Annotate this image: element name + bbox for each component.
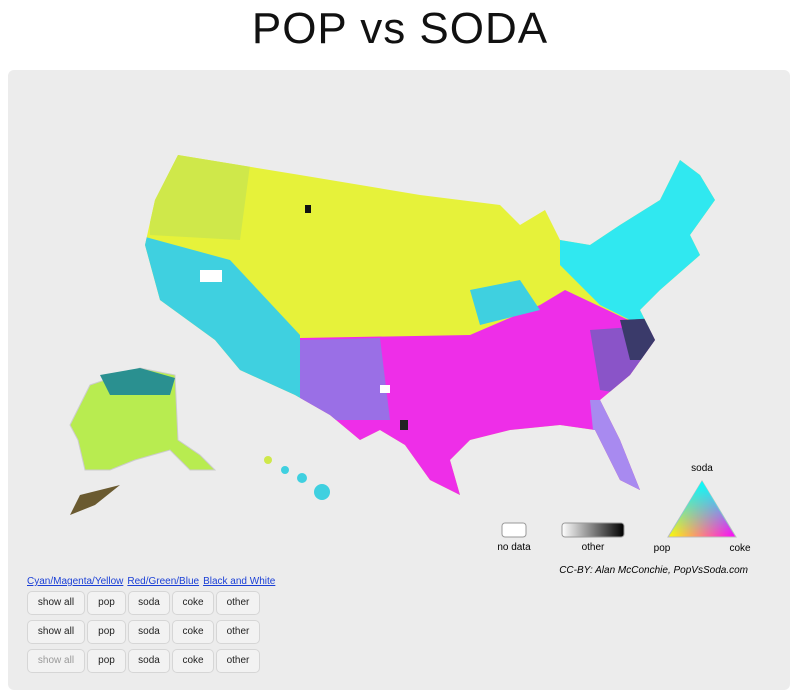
filter-button[interactable]: soda bbox=[128, 591, 170, 615]
legend-label: other bbox=[582, 542, 605, 553]
filter-button[interactable]: other bbox=[216, 649, 260, 673]
no-data-swatch bbox=[501, 522, 527, 538]
scheme-link[interactable]: Black and White bbox=[203, 576, 276, 587]
legend-label: coke bbox=[729, 543, 751, 554]
filter-button[interactable]: coke bbox=[172, 620, 214, 644]
legend-label: pop bbox=[654, 543, 671, 554]
alaska bbox=[69, 367, 217, 515]
filter-button[interactable]: show all bbox=[27, 649, 85, 673]
filter-button[interactable]: soda bbox=[128, 620, 170, 644]
filter-button[interactable]: show all bbox=[27, 591, 85, 615]
filter-button[interactable]: pop bbox=[87, 620, 126, 644]
filter-button[interactable]: other bbox=[216, 620, 260, 644]
scheme-link[interactable]: Red/Green/Blue bbox=[127, 576, 200, 587]
scheme-link[interactable]: Cyan/Magenta/Yellow bbox=[27, 576, 124, 587]
filter-button[interactable]: soda bbox=[128, 649, 170, 673]
filter-button[interactable]: pop bbox=[87, 591, 126, 615]
legend-label: no data bbox=[497, 542, 531, 553]
filter-button[interactable]: coke bbox=[172, 591, 214, 615]
other-swatch bbox=[561, 522, 625, 538]
page-title: POP vs SODA bbox=[251, 4, 549, 53]
hawaii bbox=[264, 456, 330, 500]
credit: CC-BY: Alan McConchie, PopVsSoda.com bbox=[559, 565, 748, 576]
filter-button[interactable]: show all bbox=[27, 620, 85, 644]
legend-label: soda bbox=[691, 463, 713, 474]
lower-48 bbox=[145, 155, 715, 495]
filter-button[interactable]: pop bbox=[87, 649, 126, 673]
filter-button[interactable]: other bbox=[216, 591, 260, 615]
filter-button[interactable]: coke bbox=[172, 649, 214, 673]
triangle-legend-overlay bbox=[668, 481, 736, 537]
color-scheme-links: Cyan/Magenta/Yellow Red/Green/Blue Black a… bbox=[27, 576, 279, 587]
